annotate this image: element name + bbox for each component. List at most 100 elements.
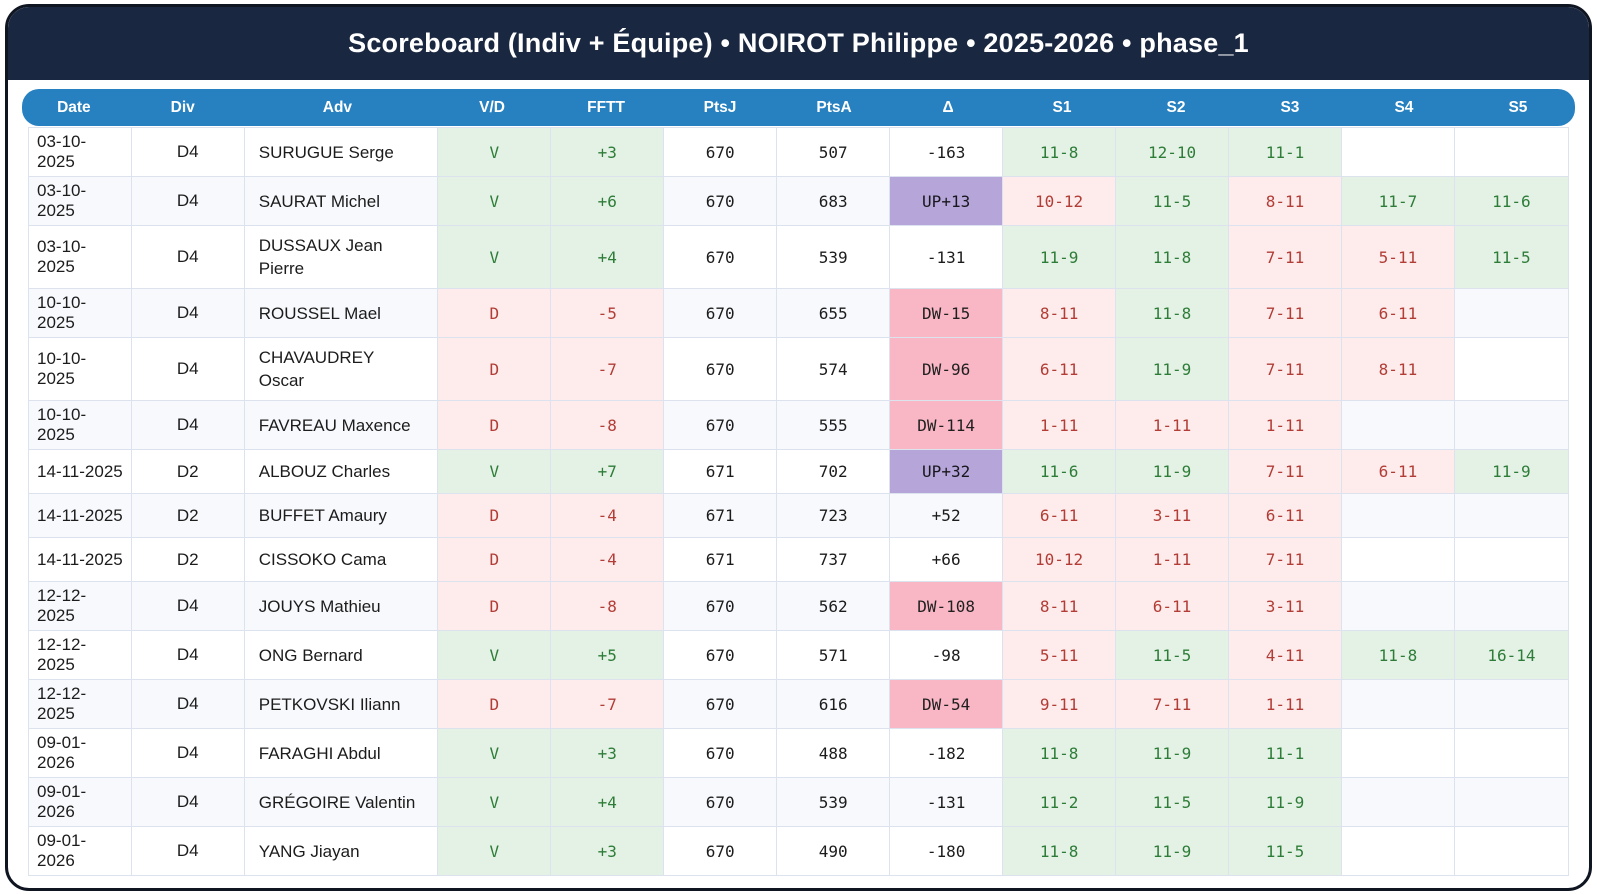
cell-opponent-points: 737 <box>777 538 891 581</box>
page-title: Scoreboard (Indiv + Équipe) • NOIROT Phi… <box>348 28 1249 58</box>
cell-date: 10-10-2025 <box>29 289 132 337</box>
cell-set-1: 11-8 <box>1003 128 1117 176</box>
cell-win-loss: D <box>438 338 552 400</box>
cell-set-2: 11-5 <box>1116 631 1230 679</box>
cell-delta: UP+13 <box>890 177 1004 225</box>
cell-opponent: ALBOUZ Charles <box>245 450 439 493</box>
column-header-div: Div <box>170 98 195 116</box>
cell-fftt-points: -4 <box>551 494 665 537</box>
cell-set-4 <box>1342 401 1455 449</box>
cell-division: D2 <box>132 494 245 537</box>
cell-date: 03-10-2025 <box>29 226 132 288</box>
cell-set-1: 11-8 <box>1003 827 1117 875</box>
column-header-col: Δ <box>942 98 954 116</box>
cell-delta: DW-108 <box>890 582 1004 630</box>
cell-set-5 <box>1455 827 1568 875</box>
cell-set-4 <box>1342 128 1455 176</box>
table-row: 03-10-2025 D4 DUSSAUX Jean Pierre V +4 670 539… <box>29 226 1568 289</box>
cell-set-5 <box>1455 289 1568 337</box>
cell-division: D4 <box>132 177 245 225</box>
cell-opponent: PETKOVSKI Iliann <box>245 680 439 728</box>
cell-win-loss: V <box>438 177 552 225</box>
cell-set-2: 6-11 <box>1116 582 1230 630</box>
cell-opponent-points: 490 <box>777 827 891 875</box>
cell-date: 12-12-2025 <box>29 680 132 728</box>
column-header-s4: S4 <box>1394 98 1414 116</box>
cell-division: D4 <box>132 778 245 826</box>
cell-player-points: 670 <box>664 729 778 777</box>
cell-set-4 <box>1342 778 1455 826</box>
column-header-adv: Adv <box>322 98 353 116</box>
cell-fftt-points: +3 <box>551 128 665 176</box>
cell-division: D4 <box>132 631 245 679</box>
cell-fftt-points: +7 <box>551 450 665 493</box>
table-row: 12-12-2025 D4 ONG Bernard V +5 670 571 -98 5-11 1… <box>29 631 1568 680</box>
cell-player-points: 671 <box>664 450 778 493</box>
cell-set-3: 11-5 <box>1229 827 1342 875</box>
cell-player-points: 670 <box>664 401 778 449</box>
column-header-s3: S3 <box>1280 98 1300 116</box>
cell-set-2: 3-11 <box>1116 494 1230 537</box>
cell-opponent: JOUYS Mathieu <box>245 582 439 630</box>
cell-set-4 <box>1342 494 1455 537</box>
table-row: 03-10-2025 D4 SAURAT Michel V +6 670 683 UP+13 1… <box>29 177 1568 226</box>
cell-set-5 <box>1455 680 1568 728</box>
table-row: 12-12-2025 D4 JOUYS Mathieu D -8 670 562 DW-108… <box>29 582 1568 631</box>
cell-date: 10-10-2025 <box>29 401 132 449</box>
cell-delta: DW-15 <box>890 289 1004 337</box>
cell-division: D4 <box>132 226 245 288</box>
cell-opponent: SAURAT Michel <box>245 177 439 225</box>
cell-set-1: 11-6 <box>1003 450 1117 493</box>
cell-opponent: FARAGHI Abdul <box>245 729 439 777</box>
cell-delta: -131 <box>890 778 1004 826</box>
cell-player-points: 670 <box>664 631 778 679</box>
cell-set-2: 1-11 <box>1116 401 1230 449</box>
cell-set-5 <box>1455 582 1568 630</box>
column-header-ptsa: PtsA <box>816 98 852 116</box>
cell-division: D4 <box>132 729 245 777</box>
cell-win-loss: V <box>438 226 552 288</box>
cell-opponent-points: 683 <box>777 177 891 225</box>
cell-win-loss: V <box>438 450 552 493</box>
cell-set-1: 10-12 <box>1003 177 1117 225</box>
table-row: 09-01-2026 D4 FARAGHI Abdul V +3 670 488 -182 11… <box>29 729 1568 778</box>
cell-opponent: CISSOKO Cama <box>245 538 439 581</box>
table-row: 14-11-2025 D2 CISSOKO Cama D -4 671 737 +66 10-1… <box>29 538 1568 582</box>
cell-set-1: 6-11 <box>1003 494 1117 537</box>
cell-opponent-points: 616 <box>777 680 891 728</box>
cell-opponent-points: 655 <box>777 289 891 337</box>
cell-division: D4 <box>132 289 245 337</box>
cell-date: 03-10-2025 <box>29 128 132 176</box>
cell-win-loss: V <box>438 778 552 826</box>
cell-set-3: 7-11 <box>1229 226 1342 288</box>
cell-set-3: 6-11 <box>1229 494 1342 537</box>
cell-opponent-points: 562 <box>777 582 891 630</box>
cell-player-points: 671 <box>664 538 778 581</box>
cell-set-5: 16-14 <box>1454 631 1568 679</box>
column-header-fftt: FFTT <box>587 98 625 116</box>
cell-win-loss: V <box>438 729 552 777</box>
table-container: Date Div Adv V/D FFTT PtsJ PtsA Δ S1 S2 S3 S4 S5 03-… <box>8 80 1589 888</box>
cell-set-2: 11-9 <box>1116 827 1230 875</box>
table-row: 09-01-2026 D4 YANG Jiayan V +3 670 490 -180 11-8… <box>29 827 1568 875</box>
cell-player-points: 670 <box>664 128 778 176</box>
cell-set-4: 11-7 <box>1341 177 1455 225</box>
table-row: 03-10-2025 D4 SURUGUE Serge V +3 670 507 -163 11… <box>29 128 1568 177</box>
cell-set-4: 6-11 <box>1341 450 1455 493</box>
cell-set-3: 1-11 <box>1229 680 1342 728</box>
cell-set-1: 11-2 <box>1003 778 1117 826</box>
cell-set-5 <box>1455 778 1568 826</box>
cell-division: D4 <box>132 128 245 176</box>
cell-win-loss: V <box>438 128 552 176</box>
cell-set-4: 6-11 <box>1341 289 1455 337</box>
cell-set-5 <box>1455 401 1568 449</box>
cell-date: 10-10-2025 <box>29 338 132 400</box>
cell-fftt-points: -5 <box>551 289 665 337</box>
cell-opponent: SURUGUE Serge <box>245 128 439 176</box>
table-row: 12-12-2025 D4 PETKOVSKI Iliann D -7 670 616 DW-… <box>29 680 1568 729</box>
cell-division: D2 <box>132 450 245 493</box>
cell-opponent-points: 702 <box>777 450 891 493</box>
cell-player-points: 670 <box>664 226 778 288</box>
cell-set-3: 7-11 <box>1229 338 1342 400</box>
cell-set-4 <box>1342 582 1455 630</box>
